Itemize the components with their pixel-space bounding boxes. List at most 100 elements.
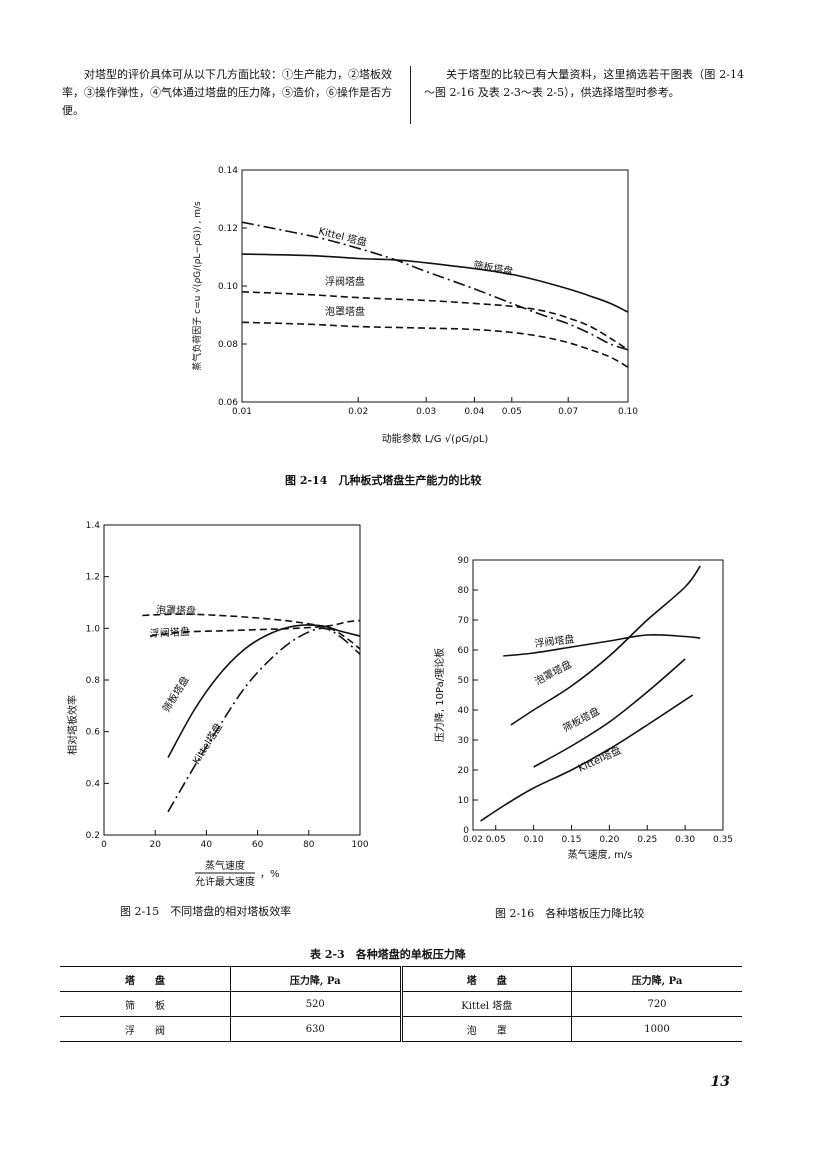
left-paragraph: 对塔型的评价具体可从以下几方面比较：①生产能力，②塔板效率，③操作弹性，④气体通… [62, 68, 392, 117]
fig14-caption: 图 2-14 几种板式塔盘生产能力的比较 [285, 474, 482, 487]
y-tick-label: 20 [458, 766, 470, 776]
x-tick-label: 0.01 [232, 407, 252, 417]
table-cell: 筛 板 [125, 1000, 165, 1012]
fig15-caption: 图 2-15 不同塔盘的相对塔板效率 [120, 905, 292, 918]
x-tick-label: 0.04 [464, 407, 484, 417]
table-cell: 720 [571, 991, 742, 1017]
fig15-xlabel-num: 蒸气速度 [205, 859, 245, 872]
x-tick-label: 100 [351, 840, 368, 850]
right-paragraph: 关于塔型的比较已有大量资料，这里摘选若干图表（图 2-14～图 2-16 及表 … [424, 68, 744, 99]
x-tick-label: 0.30 [675, 835, 695, 845]
series-line-4 [241, 321, 629, 368]
y-tick-label: 60 [458, 646, 470, 656]
y-tick-label: 80 [458, 586, 470, 596]
fig16-ylabel: 压力降, 10Pa/理论板 [433, 648, 446, 742]
series-line-3 [167, 624, 361, 758]
x-tick-label: 0.35 [713, 835, 733, 845]
table-header-cell: 压力降, Pa [571, 966, 742, 992]
y-tick-label: 0.12 [218, 224, 238, 234]
table-header-cell: 塔 盘 [60, 966, 231, 992]
series-line-4 [167, 627, 361, 813]
series-line-1 [142, 613, 361, 650]
table-row: 浮 阀 630 泡 罩 1000 [60, 1016, 742, 1042]
series-line-3 [241, 291, 629, 351]
fig16-label-sieve: 筛板塔盘 [560, 704, 601, 734]
x-tick-label: 0.10 [618, 407, 638, 417]
fig14-label-bubblecap: 泡罩塔盘 [325, 305, 365, 318]
y-tick-label: 40 [458, 706, 470, 716]
y-tick-label: 30 [458, 736, 470, 746]
series-line-1 [241, 221, 629, 351]
table-title: 表 2-3 各种塔盘的单板压力降 [310, 948, 466, 961]
x-tick-label: 0.03 [416, 407, 436, 417]
table-row: 筛 板 520 Kittel 塔盘 720 [60, 991, 742, 1017]
fig15-plot-frame [103, 524, 361, 836]
fig14-plot-frame [241, 169, 629, 403]
x-tick-label: 20 [149, 840, 161, 850]
x-tick-label: 0.10 [524, 835, 544, 845]
table-header-row: 塔 盘 压力降, Pa 塔 盘 压力降, Pa [60, 966, 742, 992]
y-tick-label: 0.6 [86, 728, 101, 738]
fig16-plot-frame [472, 559, 724, 831]
y-tick-label: 10 [458, 796, 470, 806]
x-tick-label: 0.20 [599, 835, 619, 845]
series-line-2 [241, 253, 629, 313]
table-cell: 630 [230, 1016, 401, 1042]
fig15-label-bubblecap: 泡罩塔盘 [156, 603, 196, 617]
x-tick-label: 40 [201, 840, 213, 850]
series-line-2 [149, 619, 361, 637]
fig16-xlabel: 蒸气速度, m/s [568, 848, 633, 861]
fig14-label-valve: 浮阀塔盘 [325, 275, 365, 288]
fig15-xlabel-den: 允许最大速度 [195, 875, 255, 888]
x-tick-label: 0.07 [558, 407, 578, 417]
x-tick-label: 0.05 [502, 407, 522, 417]
y-tick-label: 50 [458, 676, 470, 686]
column-separator [410, 66, 411, 124]
fig14-xlabel: 动能参数 L/G √(ρG/ρL) [382, 432, 489, 445]
series-line-3 [533, 658, 686, 768]
series-line-2 [510, 565, 701, 726]
fig16-caption: 图 2-16 各种塔板压力降比较 [495, 907, 645, 920]
y-tick-label: 1.2 [86, 573, 100, 583]
table-cell: 1000 [571, 1016, 742, 1042]
table-header-cell: 塔 盘 [399, 966, 572, 992]
pressure-drop-table: 塔 盘 压力降, Pa 塔 盘 压力降, Pa 筛 板 520 Kittel 塔… [60, 966, 742, 1042]
x-tick-label: 0.15 [561, 835, 581, 845]
figure-2-15: 1.4 1.2 1.0 0.8 0.6 0.4 0.2 0 20 40 60 80 100 相对塔板效… [66, 521, 369, 888]
y-tick-label: 0 [463, 826, 469, 836]
fig15-label-valve: 浮阀塔盘 [149, 625, 190, 640]
series-line-4 [480, 694, 694, 822]
y-tick-label: 1.4 [86, 521, 101, 531]
fig15-xlabel-unit: ，% [260, 869, 280, 880]
fig15-ylabel: 相对塔板效率 [66, 695, 79, 755]
x-tick-label: 0 [101, 840, 107, 850]
fig14-ylabel: 蒸气负荷因子 c=u √(ρG/(ρL−ρG)) , m/s [191, 201, 203, 371]
fig14-label-kittel: Kittel 塔盘 [317, 224, 368, 249]
x-tick-label: 60 [252, 840, 264, 850]
y-tick-label: 90 [458, 556, 470, 566]
x-tick-label: 0.05 [486, 835, 506, 845]
fig16-label-kittel: Kittel塔盘 [576, 743, 623, 774]
table-cell: 泡 罩 [399, 1016, 572, 1042]
y-tick-label: 70 [458, 616, 470, 626]
y-tick-label: 0.8 [86, 676, 101, 686]
table-cell: Kittel 塔盘 [399, 991, 572, 1017]
y-tick-label: 0.08 [218, 340, 238, 350]
table-header-cell: 压力降, Pa [230, 966, 401, 992]
fig15-label-kittel: Kittel塔盘 [190, 721, 225, 767]
table-cell: 520 [230, 991, 401, 1017]
x-tick-label: 80 [303, 840, 315, 850]
series-line-1 [503, 634, 701, 657]
fig16-label-bubblecap: 泡罩塔盘 [532, 657, 573, 687]
figure-2-14: 0.14 0.12 0.10 0.08 0.06 0.01 0.02 0.03 0.04 0.0… [191, 166, 638, 445]
y-tick-label: 0.2 [86, 831, 100, 841]
figure-2-16: 90 80 70 60 50 40 30 20 10 0 0.02 0.05 0.10 0.15 0.20… [433, 556, 733, 861]
fig15-label-sieve: 筛板塔盘 [160, 674, 192, 715]
y-tick-label: 0.06 [218, 398, 238, 408]
x-tick-label: 0.25 [637, 835, 657, 845]
y-tick-label: 0.14 [218, 166, 238, 176]
y-tick-label: 0.10 [218, 282, 238, 292]
page-number: 13 [710, 1074, 730, 1090]
x-tick-label: 0.02 [348, 407, 368, 417]
table-cell: 浮 阀 [125, 1025, 165, 1037]
